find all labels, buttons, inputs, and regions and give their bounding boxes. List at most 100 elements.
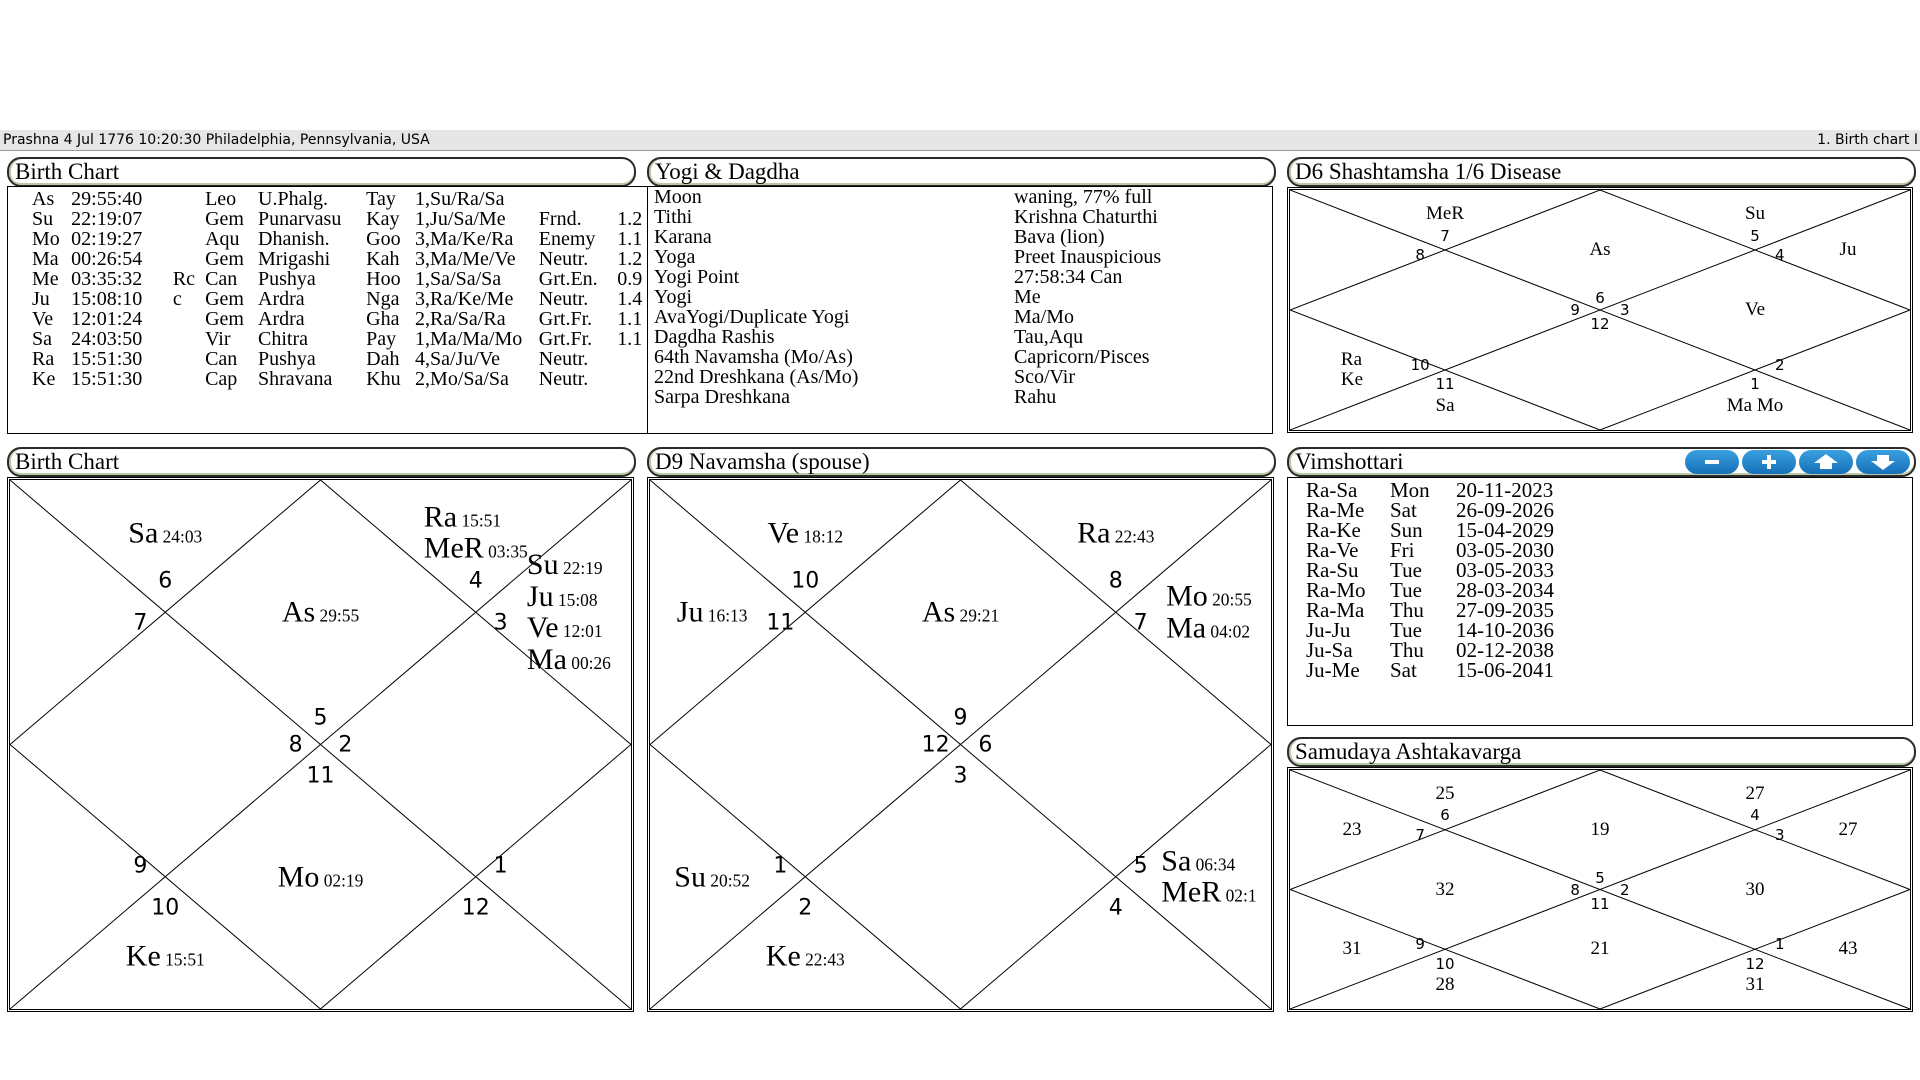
planet-label[interactable]: Ke 15:51 [126, 940, 205, 972]
planet-label[interactable]: As 29:55 [282, 596, 359, 629]
yogi-row-cell: Yoga [654, 246, 696, 268]
d9-title[interactable]: D9 Navamsha (spouse) [647, 447, 1276, 477]
planet-row-cell [173, 209, 205, 229]
planet-row[interactable]: Me 03:35:32 Rc Can Pushya Hoo 1,Sa/Sa/Sa Grt.En… [32, 269, 647, 289]
yogi-row[interactable]: Yoga Preet Inauspicious [654, 247, 1254, 267]
planet-row[interactable]: Ve 12:01:24 Gem Ardra Gha 2,Ra/Sa/Ra Grt.Fr. 1.… [32, 309, 647, 329]
d6-chart[interactable]: 6 As 7 MeR 8 9 10 Ra Ke 11 Sa 12 1 Ma Mo 2 3 Ve 4 Ju 5 Su [1287, 187, 1913, 433]
birth-table-title[interactable]: Birth Chart [7, 157, 636, 187]
house-sign-number: 3 [1620, 301, 1630, 319]
planet-row[interactable]: Ma 00:26:54 Gem Mrigashi Kah 3,Ma/Me/Ve Neutr.… [32, 249, 647, 269]
dasha-row[interactable]: Ju-Me Sat 15-06-2041 [1306, 660, 1576, 681]
zoom-out-button[interactable] [1685, 450, 1739, 474]
rasi-title[interactable]: Birth Chart [7, 447, 636, 477]
yogi-title[interactable]: Yogi & Dagdha [647, 157, 1276, 187]
planet-row[interactable]: As 29:55:40 Leo U.Phalg. Tay 1,Su/Ra/Sa [32, 189, 647, 209]
planet-label[interactable]: Sa 06:34 [1161, 845, 1256, 877]
vimshottari-title[interactable]: Vimshottari [1287, 447, 1916, 477]
planet-label[interactable]: 43 [1839, 939, 1858, 959]
planet-label[interactable]: Ve 12:01 [527, 612, 611, 644]
planet-row-cell: 1.2 [617, 208, 643, 230]
dasha-row[interactable]: Ra-Me Sat 26-09-2026 [1306, 500, 1576, 521]
planet-label[interactable]: MeR 03:35 [424, 533, 528, 565]
dasha-row[interactable]: Ra-Ma Thu 27-09-2035 [1306, 600, 1576, 621]
yogi-row[interactable]: Karana Bava (lion) [654, 227, 1254, 247]
house-sign-number: 4 [468, 568, 483, 593]
planet-label[interactable]: As [1589, 240, 1610, 260]
yogi-row[interactable]: Moon waning, 77% full [654, 187, 1254, 207]
dasha-row[interactable]: Ra-Mo Tue 28-03-2034 [1306, 580, 1576, 601]
planet-degree: 06:34 [1191, 854, 1236, 875]
chart-tab-label[interactable]: 1. Birth chart I [1817, 132, 1918, 148]
ashtaka-title[interactable]: Samudaya Ashtakavarga [1287, 737, 1916, 767]
planet-row[interactable]: Sa 24:03:50 Vir Chitra Pay 1,Ma/Ma/Mo Grt.Fr. 1… [32, 329, 647, 349]
planet-label[interactable]: As 29:21 [922, 596, 999, 629]
planet-label[interactable]: 27 [1746, 783, 1765, 804]
planet-label[interactable]: Ve [1745, 300, 1765, 320]
planet-label[interactable]: Ma 04:02 [1166, 612, 1252, 644]
planet-label[interactable]: Ju [1840, 240, 1857, 260]
planet-row[interactable]: Ra 15:51:30 Can Pushya Dah 4,Sa/Ju/Ve Neutr. [32, 349, 647, 369]
planet-label[interactable]: Ju 16:13 [677, 596, 748, 629]
planet-label[interactable]: Ra 15:51 [424, 501, 528, 533]
planet-row[interactable]: Ke 15:51:30 Cap Shravana Khu 2,Mo/Sa/Sa Neutr. [32, 369, 647, 389]
dasha-row[interactable]: Ju-Ju Tue 14-10-2036 [1306, 620, 1576, 641]
planet-label[interactable]: 21 [1591, 939, 1610, 959]
yogi-row-cell: Yogi [654, 286, 692, 308]
yogi-row[interactable]: 22nd Dreshkana (As/Mo) Sco/Vir [654, 367, 1254, 387]
d9-chart[interactable]: 9 As 29:21 10 Ve 18:12 11 Ju 16:13 12 1 Su 20:52… [647, 477, 1274, 1012]
planet-label[interactable]: 27 [1839, 819, 1858, 840]
scroll-up-button[interactable] [1799, 450, 1853, 474]
scroll-down-button[interactable] [1856, 450, 1910, 474]
planet-label[interactable]: Ke 22:43 [766, 940, 845, 972]
yogi-row[interactable]: Sarpa Dreshkana Rahu [654, 387, 1254, 407]
planet-label[interactable]: 30 [1746, 879, 1765, 900]
yogi-row[interactable]: Yogi Me [654, 287, 1254, 307]
planet-label[interactable]: Ra 22:43 [1077, 517, 1154, 549]
planet-label[interactable]: Ju 15:08 [527, 581, 611, 613]
planet-label[interactable]: Ma Mo [1727, 396, 1783, 416]
planet-label[interactable]: 31 [1746, 975, 1765, 995]
dasha-row[interactable]: Ju-Sa Thu 02-12-2038 [1306, 640, 1576, 661]
planet-row-cell: 1.2 [617, 248, 643, 270]
rasi-chart[interactable]: 5 As 29:55 6 Sa 24:03 7 8 9 10 Ke 15:51 11 Mo 02:1… [7, 477, 634, 1012]
planet-label[interactable]: Sa 24:03 [128, 517, 202, 549]
dasha-row[interactable]: Ra-Sa Mon 20-11-2023 [1306, 480, 1576, 501]
planet-row[interactable]: Su 22:19:07 Gem Punarvasu Kay 1,Ju/Sa/Me Frnd.… [32, 209, 647, 229]
yogi-row[interactable]: AvaYogi/Duplicate Yogi Ma/Mo [654, 307, 1254, 327]
planet-label[interactable]: Ra [1341, 350, 1363, 370]
planet-label[interactable]: Su 20:52 [674, 861, 750, 893]
planet-label[interactable]: Ke [1341, 370, 1363, 390]
planet-label[interactable]: 31 [1343, 939, 1362, 959]
yogi-row[interactable]: Yogi Point 27:58:34 Can [654, 267, 1254, 287]
planet-label[interactable]: Su [1745, 204, 1765, 224]
planet-label[interactable]: MeR [1426, 204, 1464, 224]
planet-label[interactable]: MeR 02:1 [1161, 877, 1256, 909]
planet-label[interactable]: Su 22:19 [527, 549, 611, 581]
planet-label[interactable]: Ma 00:26 [527, 644, 611, 676]
yogi-row[interactable]: Tithi Krishna Chaturthi [654, 207, 1254, 227]
planet-label[interactable]: Ve 18:12 [767, 517, 843, 549]
planet-row[interactable]: Ju 15:08:10 c Gem Ardra Nga 3,Ra/Ke/Me Neutr. 1.… [32, 289, 647, 309]
planet-row[interactable]: Mo 02:19:27 Aqu Dhanish. Goo 3,Ma/Ke/Ra Enemy 1… [32, 229, 647, 249]
ashtakavarga-chart[interactable]: 5 19 6 25 7 23 8 32 9 31 10 28 11 21 12 31 1 43 2 30 3 27 4 27 [1287, 767, 1913, 1012]
d6-title[interactable]: D6 Shashtamsha 1/6 Disease [1287, 157, 1916, 187]
dasha-row[interactable]: Ra-Ke Sun 15-04-2029 [1306, 520, 1576, 541]
yogi-row[interactable]: 64th Navamsha (Mo/As) Capricorn/Pisces [654, 347, 1254, 367]
planet-label[interactable]: 23 [1343, 819, 1362, 840]
house-sign-number: 10 [791, 568, 820, 593]
yogi-row[interactable]: Dagdha Rashis Tau,Aqu [654, 327, 1254, 347]
planet-label[interactable]: 28 [1436, 975, 1455, 995]
planet-label[interactable]: Mo 02:19 [278, 861, 364, 893]
planet-row-cell: Neutr. [538, 248, 589, 270]
planet-label[interactable]: Mo 20:55 [1166, 581, 1252, 613]
planet-name: Sa [128, 516, 159, 550]
planet-name: Sa [1161, 844, 1192, 878]
planet-label[interactable]: 19 [1591, 819, 1610, 840]
dasha-row[interactable]: Ra-Su Tue 03-05-2033 [1306, 560, 1576, 581]
dasha-row[interactable]: Ra-Ve Fri 03-05-2030 [1306, 540, 1576, 561]
planet-label[interactable]: 32 [1436, 879, 1455, 900]
planet-label[interactable]: 25 [1436, 783, 1455, 804]
planet-label[interactable]: Sa [1436, 396, 1455, 416]
zoom-in-button[interactable] [1742, 450, 1796, 474]
